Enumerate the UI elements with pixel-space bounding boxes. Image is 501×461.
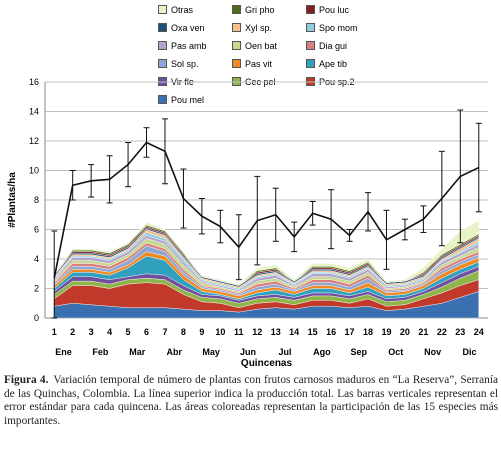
legend-swatch xyxy=(158,59,167,68)
total-line xyxy=(53,141,480,279)
legend-item: Oen bat xyxy=(232,38,298,53)
month-label: Sep xyxy=(351,347,368,357)
x-tick-label: 13 xyxy=(271,327,281,337)
x-tick-label: 23 xyxy=(455,327,465,337)
legend-label: Xyl sp. xyxy=(245,22,273,33)
x-tick-label: 4 xyxy=(107,327,112,337)
legend-swatch xyxy=(158,23,167,32)
legend-label: Pou luc xyxy=(319,4,350,15)
x-tick-label: 5 xyxy=(126,327,131,337)
legend-swatch xyxy=(232,59,241,68)
legend-label: Pas vit xyxy=(245,58,273,69)
x-tick-label: 18 xyxy=(363,327,373,337)
y-tick-label: 16 xyxy=(29,77,39,87)
caption-text: Variación temporal de número de plantas … xyxy=(4,374,498,427)
legend-item: Pou luc xyxy=(306,2,372,17)
y-tick-label: 12 xyxy=(29,136,39,146)
x-tick-label: 9 xyxy=(199,327,204,337)
month-label: Oct xyxy=(388,347,403,357)
x-tick-label: 7 xyxy=(162,327,167,337)
legend-swatch xyxy=(232,5,241,14)
legend-swatch xyxy=(158,95,167,104)
legend-swatch xyxy=(306,59,315,68)
y-tick-label: 10 xyxy=(29,166,39,176)
x-tick-label: 1 xyxy=(52,327,57,337)
legend-label: Oen bat xyxy=(245,40,278,51)
caption-label: Figura 4. xyxy=(4,374,49,386)
legend-item: Pas amb xyxy=(158,38,224,53)
legend-swatch xyxy=(306,5,315,14)
legend-label: Pas amb xyxy=(171,40,207,51)
legend-swatch xyxy=(232,23,241,32)
legend-item: Pas vit xyxy=(232,56,298,71)
x-tick-label: 11 xyxy=(234,327,244,337)
legend-label: Ape tib xyxy=(319,58,348,69)
legend-label: Otras xyxy=(171,4,194,15)
month-label: Dic xyxy=(463,347,477,357)
x-tick-label: 19 xyxy=(381,327,391,337)
legend-label: Dia gui xyxy=(319,40,348,51)
x-tick-label: 3 xyxy=(89,327,94,337)
legend-label: Spo mom xyxy=(319,22,358,33)
legend-item: Otras xyxy=(158,2,224,17)
month-label: Abr xyxy=(166,347,182,357)
legend-label: Gri pho xyxy=(245,4,275,15)
area-otras xyxy=(54,220,479,286)
x-tick-label: 21 xyxy=(418,327,428,337)
month-label: Ago xyxy=(313,347,331,357)
month-label: Ene xyxy=(55,347,72,357)
y-tick-label: 2 xyxy=(34,284,39,294)
month-label: Jul xyxy=(278,347,291,357)
y-axis-title: #Plantas/ha xyxy=(7,172,18,228)
legend-item: Pou mel xyxy=(158,92,224,107)
month-label: May xyxy=(202,347,220,357)
x-tick-label: 20 xyxy=(400,327,410,337)
month-label: Jun xyxy=(240,347,256,357)
legend-swatch xyxy=(158,41,167,50)
legend-item: Ape tib xyxy=(306,56,372,71)
y-tick-label: 6 xyxy=(34,225,39,235)
x-tick-label: 24 xyxy=(474,327,484,337)
legend-item: Sol sp. xyxy=(158,56,224,71)
legend-item: Gri pho xyxy=(232,2,298,17)
month-label: Feb xyxy=(92,347,109,357)
x-tick-label: 15 xyxy=(308,327,318,337)
x-tick-label: 22 xyxy=(437,327,447,337)
legend-label: Oxa ven xyxy=(171,22,205,33)
month-label: Nov xyxy=(424,347,441,357)
y-tick-label: 14 xyxy=(29,107,39,117)
x-tick-label: 8 xyxy=(181,327,186,337)
y-tick-label: 0 xyxy=(34,313,39,323)
legend-item: Xyl sp. xyxy=(232,20,298,35)
legend-swatch xyxy=(232,41,241,50)
legend-swatch xyxy=(306,23,315,32)
x-tick-label: 2 xyxy=(70,327,75,337)
legend-swatch xyxy=(158,5,167,14)
x-tick-label: 6 xyxy=(144,327,149,337)
y-tick-label: 4 xyxy=(34,254,39,264)
legend-swatch xyxy=(306,41,315,50)
x-tick-label: 16 xyxy=(326,327,336,337)
legend-label: Sol sp. xyxy=(171,58,199,69)
x-axis-title: Quincenas xyxy=(241,358,293,369)
figure-caption: Figura 4. Variación temporal de número de… xyxy=(4,374,498,428)
x-tick-label: 12 xyxy=(252,327,262,337)
y-tick-label: 8 xyxy=(34,195,39,205)
legend-item: Oxa ven xyxy=(158,20,224,35)
legend-label: Pou mel xyxy=(171,94,205,105)
x-tick-label: 10 xyxy=(215,327,225,337)
x-tick-label: 14 xyxy=(289,327,299,337)
month-label: Mar xyxy=(129,347,146,357)
legend-item: Spo mom xyxy=(306,20,372,35)
x-tick-label: 17 xyxy=(345,327,355,337)
legend-item: Dia gui xyxy=(306,38,372,53)
